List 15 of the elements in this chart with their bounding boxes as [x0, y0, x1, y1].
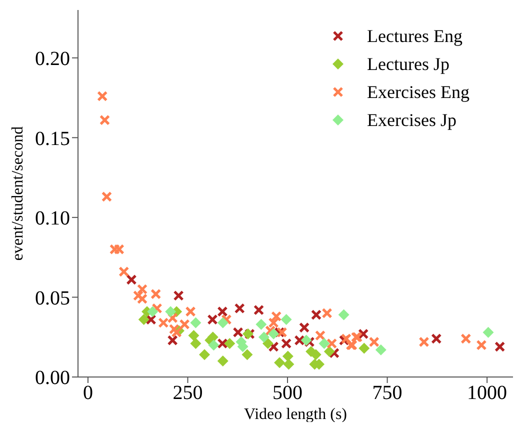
y-tick-label: 0.05: [35, 287, 70, 310]
y-axis-title: event/student/second: [10, 126, 27, 261]
x-tick-label: 500: [272, 382, 303, 404]
y-tick-label: 0.20: [35, 48, 70, 70]
x-tick-label: 1000: [467, 382, 508, 404]
y-tick-label: 0.15: [35, 128, 70, 150]
legend-label: Exercises Jp: [367, 109, 456, 132]
y-tick-label: 0.00: [35, 367, 70, 390]
x-tick-label: 750: [372, 382, 402, 404]
x-tick-label: 250: [172, 382, 203, 404]
x-tick-label: 0: [82, 382, 93, 404]
y-tick-label: 0.10: [35, 208, 70, 230]
legend-label: Exercises Eng: [367, 81, 470, 104]
legend-label: Lectures Jp: [367, 53, 450, 76]
legend-label: Lectures Eng: [367, 25, 462, 48]
